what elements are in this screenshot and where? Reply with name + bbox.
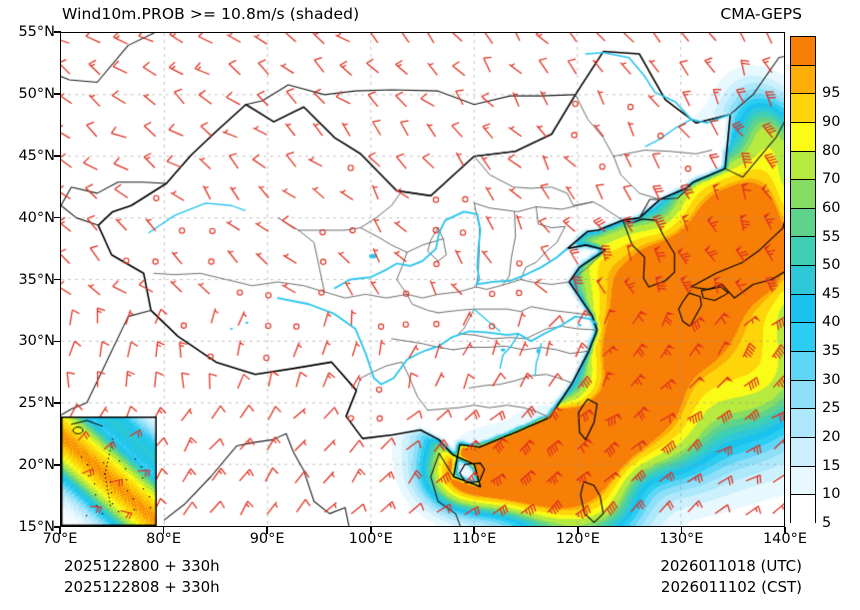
y-tick-label: 25°N: [18, 395, 55, 412]
y-tick-mark: [54, 216, 61, 219]
colorbar-swatch: [791, 266, 815, 295]
y-tick-mark: [54, 340, 61, 343]
valid-time-cst: 2026011102 (CST): [660, 578, 802, 596]
colorbar-swatch: [791, 437, 815, 467]
y-tick-label: 20°N: [18, 457, 55, 474]
colorbar-swatch: [791, 294, 815, 324]
x-tick-label: 140°E: [762, 531, 808, 547]
x-tick-mark: [59, 527, 61, 534]
y-tick-mark: [54, 464, 61, 466]
colorbar-swatch: [791, 237, 815, 267]
colorbar-swatch: [791, 323, 815, 353]
y-tick-label: 45°N: [18, 147, 55, 164]
colorbar-swatch: [791, 352, 815, 381]
colorbar-swatch: [791, 208, 815, 238]
colorbar-tick-label: 35: [822, 343, 841, 360]
x-tick-label: 80°E: [146, 531, 181, 547]
map-canvas: [61, 33, 784, 526]
y-tick-label: 55°N: [18, 24, 55, 40]
x-tick-label: 100°E: [348, 531, 393, 547]
y-tick-label: 50°N: [18, 85, 55, 102]
y-tick-label: 40°N: [18, 209, 55, 226]
colorbar-swatch: [791, 495, 815, 524]
colorbar-swatch: [791, 122, 815, 152]
y-tick-mark: [54, 402, 61, 405]
x-tick-label: 120°E: [555, 531, 600, 547]
colorbar-tick-label: 25: [822, 400, 841, 417]
colorbar-swatch: [791, 180, 815, 209]
colorbar-tick-label: 45: [822, 285, 841, 302]
x-tick-label: 110°E: [452, 531, 497, 547]
colorbar-tick-label: 15: [822, 457, 841, 474]
colorbar-tick-label: 90: [822, 113, 841, 130]
page-title: Wind10m.PROB >= 10.8m/s (shaded): [62, 5, 360, 23]
colorbar-swatch: [791, 65, 815, 95]
x-tick-mark: [784, 527, 786, 534]
colorbar-tick-label: 20: [822, 429, 841, 446]
init-time-cst: 2025122808 + 330h: [64, 578, 220, 596]
x-tick-mark: [162, 527, 165, 534]
colorbar-swatch: [791, 380, 815, 410]
colorbar-swatch: [791, 94, 815, 123]
x-tick-mark: [369, 527, 372, 534]
x-tick-label: 90°E: [249, 531, 285, 547]
colorbar-tick-label: 80: [822, 142, 841, 159]
colorbar-swatch: [791, 151, 815, 181]
colorbar-swatch: [791, 409, 815, 438]
colorbar[interactable]: [790, 36, 816, 524]
colorbar-tick-label: 95: [822, 85, 841, 102]
colorbar-tick-label: 60: [822, 199, 841, 216]
colorbar-tick-label: 5: [822, 515, 832, 531]
y-tick-label: 30°N: [18, 333, 55, 350]
model-label: CMA-GEPS: [720, 5, 802, 23]
colorbar-tick-label: 30: [822, 371, 841, 388]
colorbar-tick-label: 10: [822, 486, 841, 503]
y-tick-label: 35°N: [18, 271, 55, 288]
y-tick-mark: [54, 526, 61, 528]
y-tick-label: 15°N: [18, 519, 55, 535]
y-tick-mark: [54, 31, 61, 33]
y-tick-mark: [54, 154, 61, 157]
colorbar-tick-label: 40: [822, 314, 841, 331]
map-plot-area[interactable]: [60, 32, 785, 527]
x-tick-mark: [680, 527, 683, 534]
y-tick-mark: [54, 278, 61, 281]
init-time-utc: 2025122800 + 330h: [64, 557, 220, 575]
y-tick-mark: [54, 93, 61, 95]
colorbar-tick-label: 50: [822, 257, 841, 274]
x-tick-mark: [473, 527, 476, 534]
colorbar-tick-label: 70: [822, 171, 841, 188]
colorbar-swatch: [791, 466, 815, 496]
colorbar-swatch: [791, 37, 815, 66]
x-tick-label: 70°E: [42, 531, 78, 547]
valid-time-utc: 2026011018 (UTC): [660, 557, 802, 575]
x-tick-label: 130°E: [659, 531, 704, 547]
x-tick-mark: [266, 527, 268, 534]
colorbar-tick-label: 55: [822, 228, 841, 245]
x-tick-mark: [577, 527, 579, 534]
